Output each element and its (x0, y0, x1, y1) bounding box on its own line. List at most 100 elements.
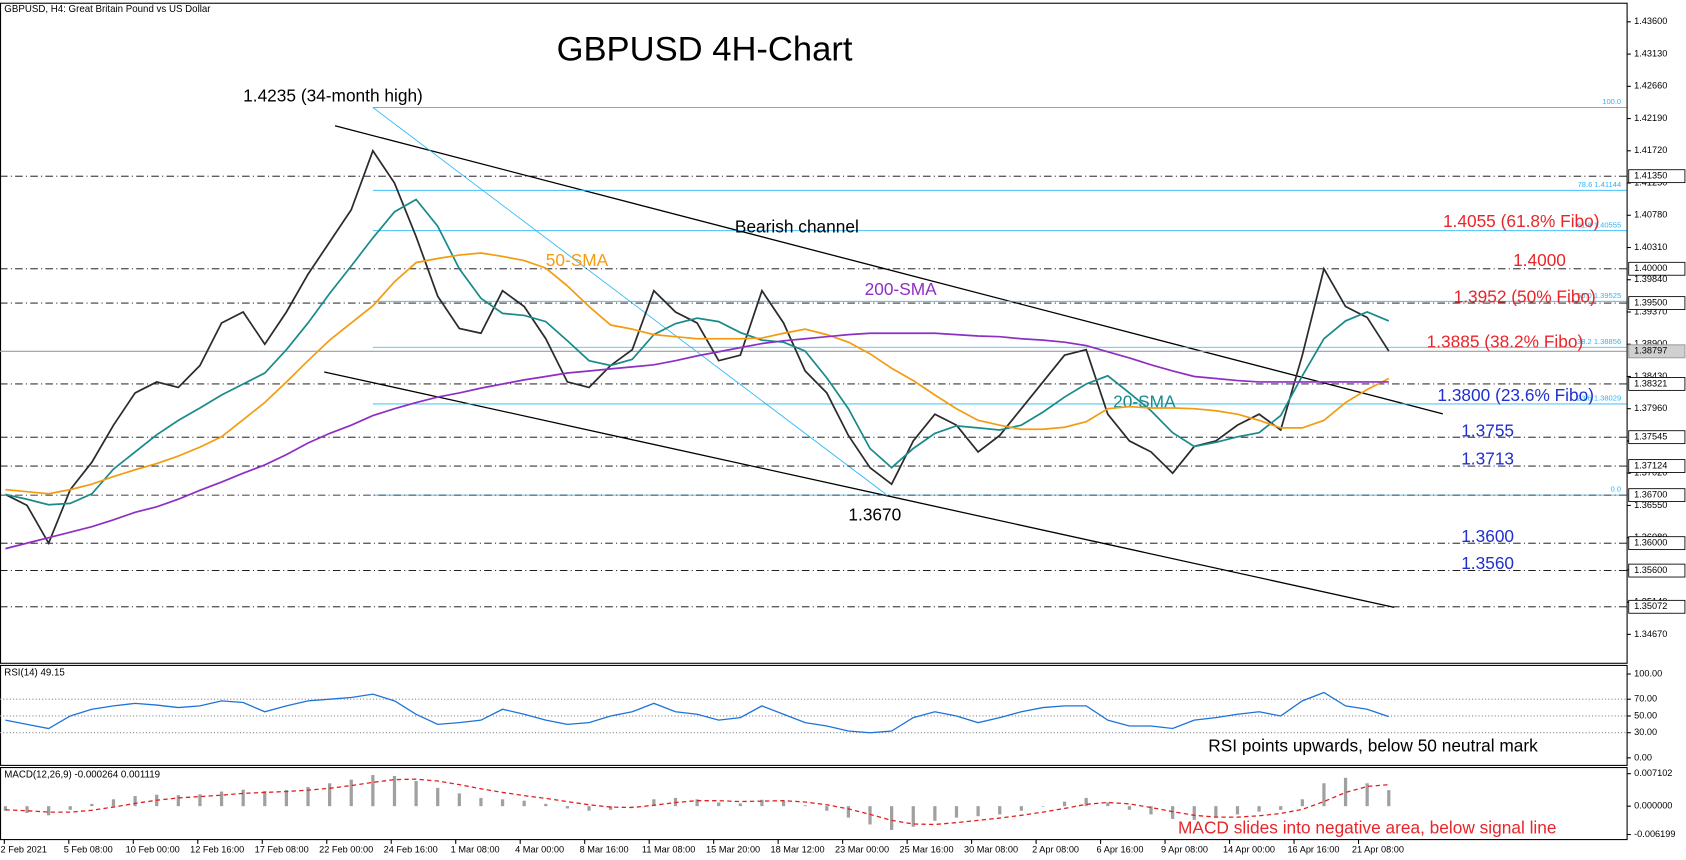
level-box (1628, 296, 1686, 310)
macd-bar (176, 795, 180, 807)
macd-bar (1322, 783, 1326, 807)
level-label: 1.38321 (1634, 378, 1667, 388)
level-box (1628, 459, 1686, 473)
x-tick-label: 6 Apr 16:00 (1097, 845, 1144, 855)
y-tick-label: 0.000000 (1634, 801, 1672, 811)
y-tick-label: 1.38900 (1634, 339, 1667, 349)
macd-bar (1235, 806, 1240, 815)
annotation: Bearish channel (735, 216, 859, 236)
annotation: 1.3600 (1461, 526, 1514, 546)
level-label: 1.37124 (1634, 460, 1667, 470)
x-tick-label: 16 Apr 16:00 (1287, 845, 1339, 855)
level-box (1628, 169, 1686, 184)
x-tick-label: 11 Mar 08:00 (642, 845, 695, 855)
macd-bar (911, 806, 915, 827)
level-label: 1.40000 (1634, 263, 1667, 273)
series-label: 50-SMA (546, 250, 609, 270)
macd-bar (652, 799, 656, 807)
level-label: 1.41350 (1634, 171, 1667, 181)
annotation: 1.3713 (1461, 449, 1514, 469)
level-label: 1.37545 (1634, 432, 1667, 442)
macd-bar (1019, 806, 1023, 811)
x-tick-label: 21 Apr 08:00 (1352, 845, 1404, 855)
macd-bar (609, 806, 613, 810)
macd-bar (241, 789, 245, 807)
y-tick-label: 1.38430 (1634, 371, 1667, 381)
panel-title: RSI(14) 49.15 (4, 668, 64, 679)
macd-bar (349, 779, 353, 807)
macd-bar (1106, 802, 1110, 807)
fibo-label: 78.6 1.41144 (1578, 180, 1622, 189)
macd-bar (846, 806, 851, 818)
annotation: 1.4055 (61.8% Fibo) (1443, 211, 1600, 231)
macd-bar (328, 783, 332, 807)
y-tick-label: 1.39370 (1634, 306, 1667, 316)
chart-title: GBPUSD 4H-Chart (557, 31, 853, 69)
annotation: 1.3952 (50% Fibo) (1454, 286, 1596, 306)
y-tick-label: -0.006199 (1634, 829, 1675, 839)
y-tick-label: 1.41720 (1634, 145, 1667, 155)
macd-bar (1365, 783, 1369, 807)
macd-bar (522, 800, 526, 807)
macd-bar (90, 803, 94, 807)
macd-bar (68, 806, 72, 810)
macd-bar (630, 806, 634, 807)
macd-bar (544, 803, 548, 807)
level-label: 1.36700 (1634, 490, 1667, 500)
y-tick-label: 1.40310 (1634, 242, 1667, 252)
macd-bar (1343, 777, 1348, 807)
macd-bar (500, 799, 505, 807)
level-box (1628, 536, 1686, 551)
macd-bar (3, 806, 8, 811)
macd-bar (198, 794, 202, 807)
macd-bar (738, 803, 742, 807)
y-tick-label: 1.39840 (1634, 274, 1667, 284)
macd-bar (717, 802, 721, 807)
level-box (1628, 430, 1686, 445)
macd-bar (868, 806, 872, 825)
level-box (1628, 488, 1686, 503)
macd-bar (1192, 806, 1196, 820)
series-line (5, 332, 1389, 550)
macd-bar (695, 799, 699, 807)
macd-bar (933, 806, 937, 821)
series-label: 200-SMA (865, 279, 938, 299)
fibo-label: 61.8 1.40555 (1577, 220, 1621, 229)
panel-frame (0, 767, 1628, 841)
x-tick-label: 10 Feb 00:00 (126, 845, 180, 855)
y-tick-label: 30.00 (1634, 727, 1657, 737)
fibo-label: 23.6 1.38029 (1577, 394, 1621, 403)
macd-bar (781, 800, 786, 807)
annotation: 1.3755 (1461, 421, 1514, 441)
macd-bar (825, 806, 829, 811)
fibo-label: 0.0 (1611, 485, 1622, 494)
level-label: 1.39500 (1634, 298, 1667, 308)
macd-bar (803, 805, 807, 807)
level-box (1628, 599, 1686, 614)
annotation: 1.3800 (23.6% Fibo) (1437, 385, 1594, 405)
annotation: 1.3885 (38.2% Fibo) (1427, 332, 1584, 352)
macd-bar (263, 791, 267, 807)
macd-bar (1214, 806, 1218, 818)
x-tick-label: 9 Apr 08:00 (1161, 845, 1208, 855)
series-line (5, 252, 1390, 495)
macd-bar (1387, 790, 1391, 807)
macd-bar (1257, 806, 1261, 812)
macd-bar (1149, 806, 1153, 815)
fibo-label: 50.0 1.39525 (1577, 291, 1621, 300)
x-tick-label: 15 Mar 20:00 (706, 845, 760, 855)
x-tick-label: 12 Feb 16:00 (190, 845, 244, 855)
level-box (1628, 563, 1686, 578)
series-line (5, 778, 1389, 826)
macd-bar (25, 806, 29, 814)
y-tick-label: 1.34670 (1634, 629, 1667, 639)
y-tick-label: 1.40780 (1634, 210, 1667, 220)
macd-bar (1127, 806, 1132, 810)
fibo-label: 38.2 1.38856 (1577, 337, 1621, 346)
header: GBPUSD, H4: Great Britain Pound vs US Do… (4, 4, 211, 15)
macd-bar (1062, 801, 1067, 807)
price-line (5, 148, 1390, 546)
